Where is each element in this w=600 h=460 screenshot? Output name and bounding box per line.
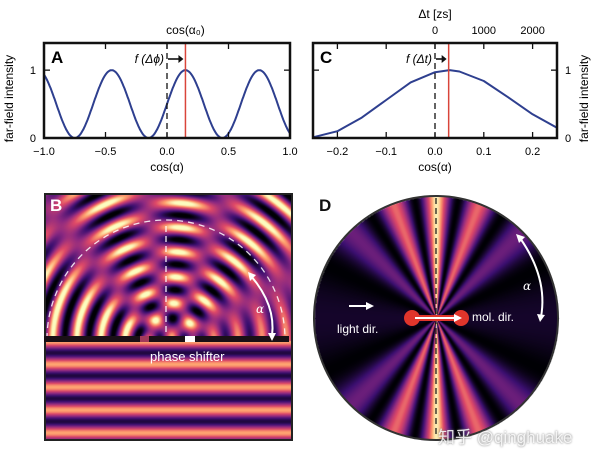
y-tick-label: 1 — [30, 65, 36, 77]
x-axis-label: cos(α) — [418, 160, 452, 174]
light-direction-arrow-icon — [349, 302, 374, 310]
panel-b-overlay — [44, 219, 289, 342]
shift-arrowhead-icon — [178, 55, 184, 63]
y-tick-label: 0 — [565, 133, 571, 145]
y-tick-label: 1 — [565, 65, 571, 77]
intensity-curve — [312, 69, 558, 139]
shift-annotation: f (Δϕ) — [135, 52, 164, 66]
top-label: cos(α₀) — [166, 23, 205, 37]
x-tick-label: 0.1 — [476, 146, 491, 158]
light-direction-label: light dir. — [337, 322, 379, 336]
slit-left — [140, 336, 149, 342]
phase-shifter-block — [185, 336, 195, 342]
phase-shifter-label: phase shifter — [150, 349, 225, 364]
interference-pattern-b — [44, 193, 293, 441]
x-tick-label: 0.0 — [427, 146, 442, 158]
alpha-arrow-icon — [519, 237, 544, 318]
top-tick-label: 1000 — [472, 25, 496, 37]
y-axis-label: far-field intensity — [2, 55, 16, 142]
panel-letter-d: D — [319, 196, 332, 215]
molecule-icon — [404, 310, 469, 326]
x-tick-label: −0.2 — [327, 146, 349, 158]
x-tick-label: −0.5 — [95, 146, 117, 158]
alpha-label-b: α — [256, 302, 265, 316]
watermark: 知乎 @qinghuake — [438, 428, 573, 447]
alpha-arrow-icon — [250, 275, 274, 337]
chart-c: f (Δt) C −0.2 −0.1 0.0 0.1 0.2 0 1 cos(α) far-fiel… — [311, 7, 591, 174]
x-tick-label: 0.2 — [525, 146, 540, 158]
panel-d-overlay — [313, 195, 559, 441]
panel-letter-a: A — [51, 48, 63, 67]
x-tick-label: 0.0 — [159, 146, 174, 158]
alpha-label-d: α — [523, 279, 532, 293]
top-axis-label: Δt [zs] — [418, 7, 451, 21]
x-tick-label: 0.5 — [221, 146, 236, 158]
top-tick-label: 0 — [432, 25, 438, 37]
slit-screen — [44, 336, 289, 342]
x-tick-label: 1.0 — [282, 146, 297, 158]
x-tick-label: −0.1 — [375, 146, 397, 158]
molecule-direction-label: mol. dir. — [472, 310, 515, 324]
shift-arrowhead-icon — [441, 55, 447, 63]
x-tick-label: −1.0 — [33, 146, 55, 158]
chart-a: f (Δϕ) A −1.0 −0.5 0.0 0.5 1.0 0 1 cos(α) far-fiel… — [2, 23, 298, 174]
shift-annotation: f (Δt) — [406, 52, 432, 66]
y-tick-label: 0 — [30, 133, 36, 145]
dashed-semicircle — [46, 219, 286, 340]
panel-letter-c: C — [320, 48, 332, 67]
top-tick-label: 2000 — [520, 25, 544, 37]
panel-letter-b: B — [50, 196, 63, 215]
y-axis-label: far-field intensity — [577, 55, 591, 142]
x-axis-label: cos(α) — [150, 160, 184, 174]
